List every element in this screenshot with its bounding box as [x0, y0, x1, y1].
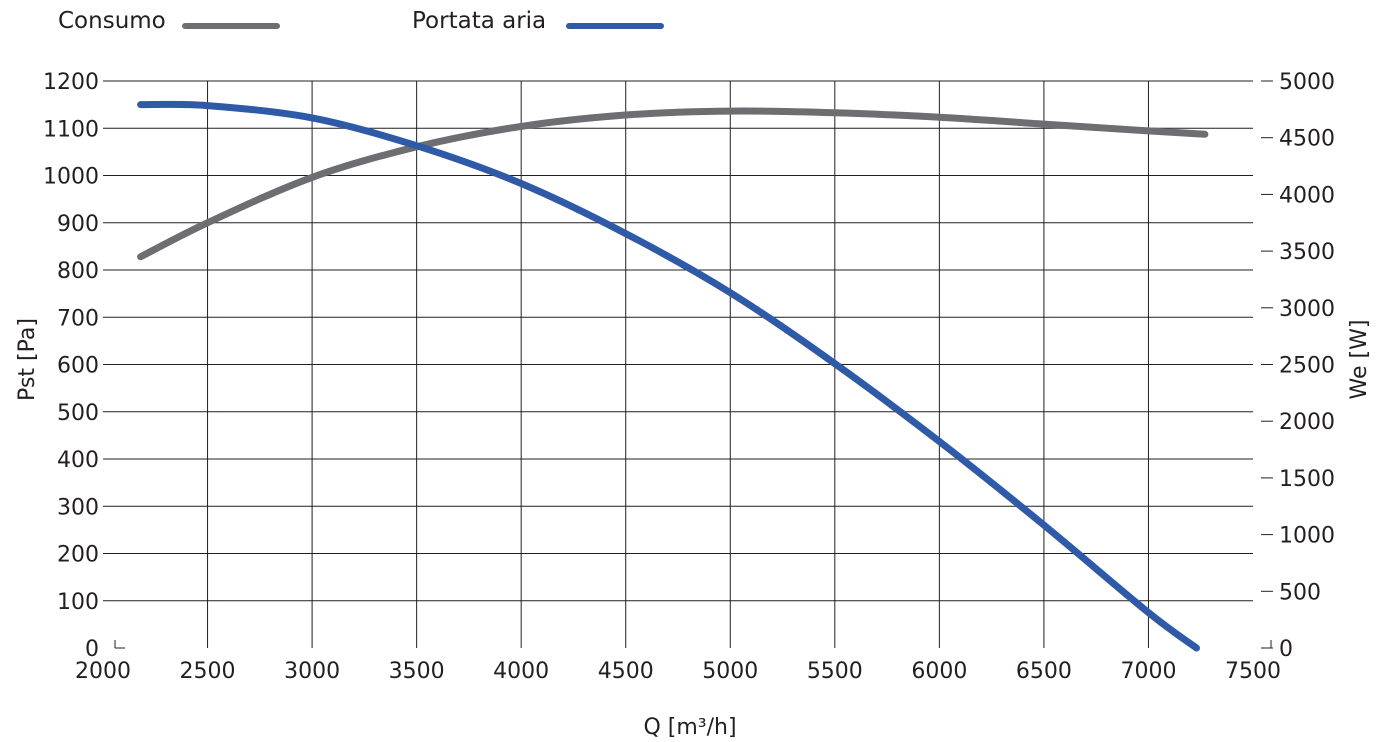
- y2-tick-label: 3000: [1279, 297, 1335, 322]
- y-tick-label: 200: [57, 543, 99, 568]
- y-tick-label: 400: [57, 448, 99, 473]
- legend-swatch-portata: [566, 23, 664, 29]
- y2-tick-label: 4000: [1279, 183, 1335, 208]
- x-tick-label: 6500: [1016, 659, 1072, 684]
- origin-corner-right: [1263, 640, 1272, 649]
- y-tick-label: 1200: [43, 70, 99, 95]
- y-tick-label: 100: [57, 590, 99, 615]
- y-tick-label: 500: [57, 401, 99, 426]
- y2-tick-label: 3500: [1279, 240, 1335, 265]
- x-tick-label: 2500: [180, 659, 236, 684]
- x-tick-label: 7500: [1225, 659, 1281, 684]
- x-axis-title: Q [m³/h]: [643, 715, 736, 740]
- y2-tick-label: 500: [1279, 580, 1321, 605]
- legend-label-consumo: Consumo: [58, 8, 166, 34]
- y2-tick-label: 5000: [1279, 70, 1335, 95]
- y-tick-label: 800: [57, 259, 99, 284]
- x-tick-label: 5500: [807, 659, 863, 684]
- x-tick-label: 4000: [493, 659, 549, 684]
- y-tick-label: 1100: [43, 117, 99, 142]
- origin-corner-left: [114, 640, 125, 649]
- y-tick-label: 300: [57, 495, 99, 520]
- x-tick-label: 6000: [911, 659, 967, 684]
- y-tick-label: 900: [57, 212, 99, 237]
- x-tick-label: 5000: [702, 659, 758, 684]
- y2-tick-label: 4500: [1279, 127, 1335, 152]
- x-tick-label: 3500: [389, 659, 445, 684]
- y2-axis-title: We [W]: [1347, 320, 1372, 400]
- y-tick-label: 1000: [43, 165, 99, 190]
- series-line-consumo: [137, 107, 1209, 261]
- series-line-portata: [137, 100, 1200, 652]
- y-axis-title: Pst [Pa]: [15, 318, 40, 401]
- y-tick-label: 0: [85, 637, 99, 662]
- legend-label-portata: Portata aria: [412, 8, 547, 34]
- x-tick-label: 3000: [284, 659, 340, 684]
- y-tick-label: 600: [57, 354, 99, 379]
- y2-tick-label: 2000: [1279, 410, 1335, 435]
- y2-tick-label: 1500: [1279, 467, 1335, 492]
- x-tick-label: 4500: [598, 659, 654, 684]
- y-tick-label: 700: [57, 306, 99, 331]
- x-tick-label: 2000: [75, 659, 131, 684]
- x-tick-label: 7000: [1120, 659, 1176, 684]
- y2-tick-label: 2500: [1279, 354, 1335, 379]
- y2-tick-label: 1000: [1279, 524, 1335, 549]
- y2-tick-label: 0: [1279, 637, 1293, 662]
- legend-swatch-consumo: [182, 23, 280, 29]
